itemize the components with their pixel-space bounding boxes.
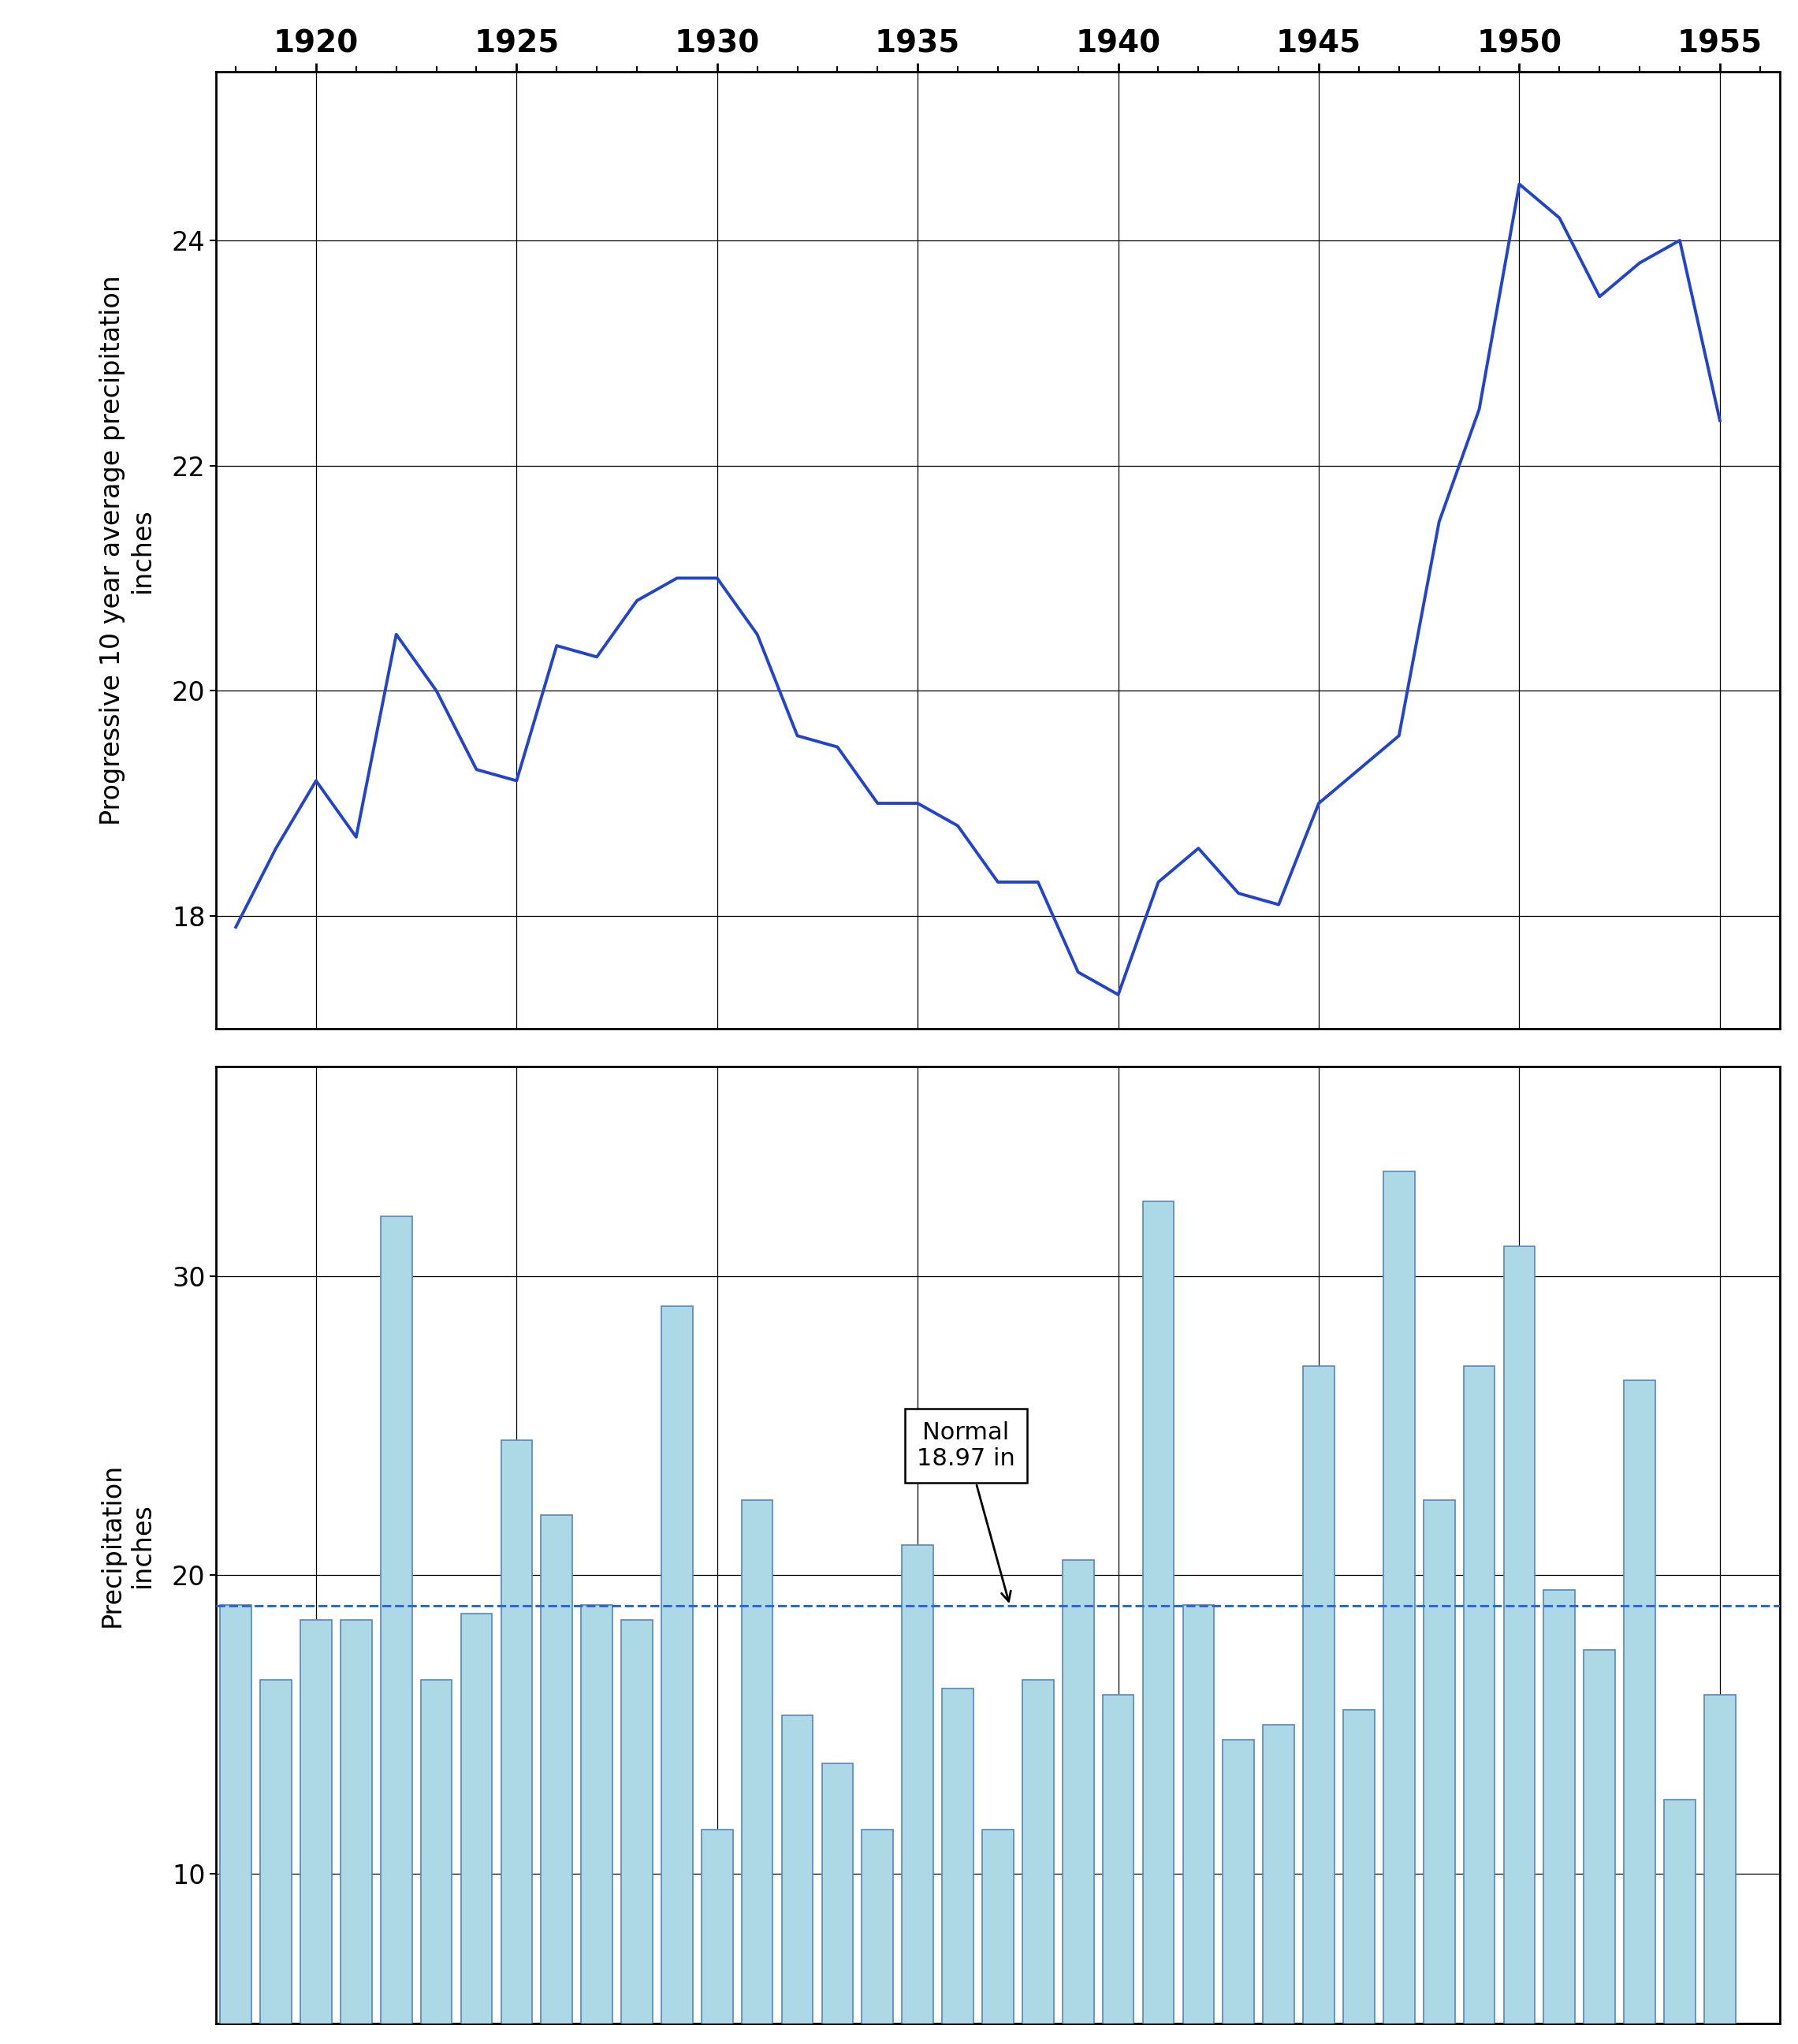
Bar	[1023, 1680, 1054, 2044]
Bar	[502, 1441, 532, 2044]
Bar	[1383, 1171, 1415, 2044]
Bar	[741, 1500, 773, 2044]
Text: Normal
18.97 in: Normal 18.97 in	[917, 1421, 1016, 1600]
Y-axis label: Progressive 10 year average precipitation
inches: Progressive 10 year average precipitatio…	[99, 274, 155, 826]
Bar	[300, 1621, 331, 2044]
Bar	[1262, 1725, 1295, 2044]
Bar	[782, 1715, 813, 2044]
Bar	[662, 1306, 692, 2044]
Bar	[460, 1615, 493, 2044]
Bar	[701, 1829, 734, 2044]
Bar	[1063, 1560, 1093, 2044]
Bar	[340, 1621, 372, 2044]
Bar	[1624, 1380, 1656, 2044]
Bar	[1503, 1247, 1535, 2044]
Y-axis label: Precipitation
inches: Precipitation inches	[99, 1464, 155, 1627]
Bar	[903, 1545, 933, 2044]
Bar	[942, 1688, 973, 2044]
Bar	[861, 1829, 894, 2044]
Bar	[822, 1764, 852, 2044]
Bar	[581, 1605, 613, 2044]
Bar	[1464, 1365, 1494, 2044]
Bar	[1665, 1799, 1696, 2044]
Bar	[381, 1216, 412, 2044]
Bar	[421, 1680, 451, 2044]
Bar	[219, 1605, 252, 2044]
Bar	[622, 1621, 653, 2044]
Bar	[982, 1829, 1014, 2044]
Bar	[541, 1515, 572, 2044]
Bar	[261, 1680, 291, 2044]
Bar	[1144, 1202, 1174, 2044]
Bar	[1544, 1590, 1575, 2044]
Bar	[1584, 1650, 1615, 2044]
Bar	[1304, 1365, 1334, 2044]
Bar	[1705, 1694, 1735, 2044]
Bar	[1102, 1694, 1135, 2044]
Bar	[1343, 1709, 1374, 2044]
Bar	[1424, 1500, 1455, 2044]
Bar	[1183, 1605, 1214, 2044]
Bar	[1223, 1739, 1255, 2044]
